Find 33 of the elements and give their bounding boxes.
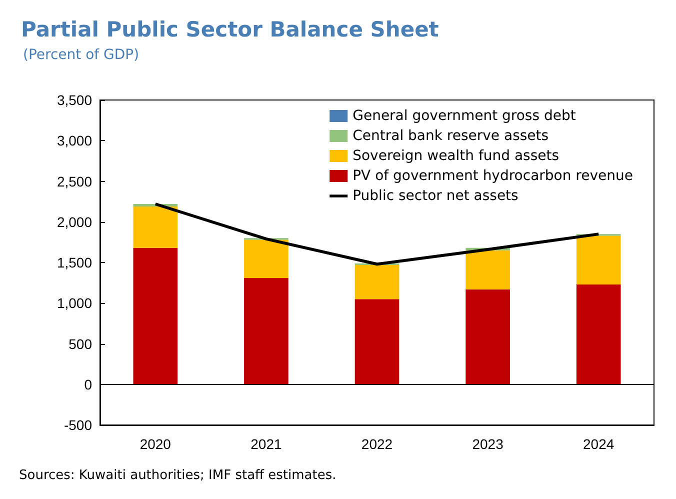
chart-title: Partial Public Sector Balance Sheet — [21, 18, 439, 42]
bar — [244, 240, 288, 278]
bar — [354, 264, 400, 300]
source-note: Sources: Kuwaiti authorities; IMF staff estimates. — [19, 468, 336, 483]
x-tick-label: 2024 — [583, 436, 614, 452]
bar — [133, 206, 178, 248]
bar — [466, 289, 510, 384]
y-tick-label: 1,500 — [56, 254, 92, 270]
legend-label: PV of government hydrocarbon revenue — [352, 168, 634, 184]
line-series — [154, 202, 600, 266]
x-tick-label: 2022 — [361, 436, 393, 452]
y-tick-label: 3,500 — [56, 92, 92, 108]
legend-label: Public sector net assets — [352, 188, 518, 204]
y-tick-label: 2,000 — [56, 214, 92, 230]
x-tick-label: 2023 — [472, 436, 504, 452]
legend-label: Sovereign wealth fund assets — [352, 148, 560, 164]
chart-subtitle: (Percent of GDP) — [23, 47, 140, 63]
bar — [354, 299, 400, 384]
bar — [576, 236, 621, 284]
y-tick-label: 3,000 — [56, 132, 92, 149]
bar — [133, 248, 178, 384]
legend-label: General government gross debt — [352, 108, 576, 124]
y-tick-label: 1,000 — [56, 295, 92, 312]
bar — [466, 250, 510, 290]
y-tick-label: 2,500 — [56, 173, 92, 190]
legend-label: Central bank reserve assets — [352, 128, 549, 144]
x-tick-label: 2020 — [140, 436, 172, 452]
bar — [576, 284, 621, 384]
y-tick-label: 0 — [84, 376, 92, 392]
y-tick-label: 500 — [68, 336, 92, 352]
bar — [244, 278, 288, 384]
x-tick-label: 2021 — [250, 436, 282, 452]
y-tick-label: -500 — [64, 417, 92, 433]
